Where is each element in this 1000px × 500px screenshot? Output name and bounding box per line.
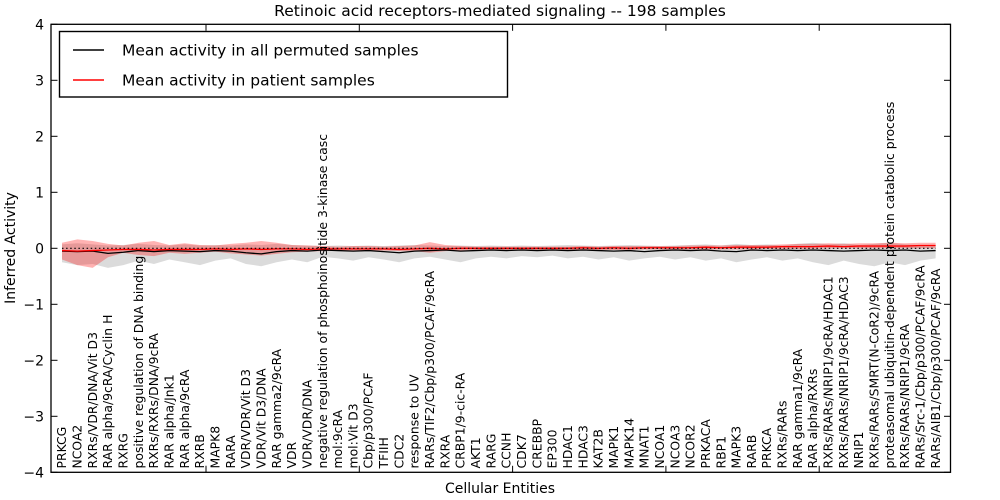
legend-label-permuted: Mean activity in all permuted samples — [122, 42, 419, 60]
x-tick-label: VDR — [284, 441, 299, 468]
x-tick-label: MAPK14 — [621, 418, 636, 469]
x-tick-label: VDR/VDR/DNA — [299, 379, 314, 468]
y-tick-label: 0 — [35, 241, 44, 257]
x-tick-label: RXRG — [116, 433, 131, 468]
x-tick-label: CRBP1/9-cic-RA — [453, 372, 468, 468]
series-line-permuted — [61, 249, 936, 255]
y-tick-labels: −4 −3 −2 −1 0 1 2 3 4 — [23, 17, 44, 481]
x-tick-label: MAPK1 — [606, 426, 621, 469]
chart-title: Retinoic acid receptors-mediated signali… — [274, 2, 726, 20]
x-tick-label: PRKACA — [698, 419, 713, 469]
y-tick-label: 4 — [35, 17, 44, 33]
axis-ticks — [51, 23, 951, 473]
y-tick-label: 1 — [35, 185, 44, 201]
x-tick-labels: PRKCG NCOA2 RXRs/VDR/DNA/Vit D3 RAR alpha/9… — [54, 102, 943, 470]
y-tick-label: −2 — [23, 353, 44, 369]
legend: Mean activity in all permuted samples Me… — [58, 30, 509, 98]
legend-label-patient: Mean activity in patient samples — [122, 72, 375, 90]
x-tick-label: RARs/AIB1/Cbp/p300/PCAF/9cRA — [928, 268, 943, 468]
x-tick-label: RXRs/RXRs/DNA/9cRA — [146, 333, 161, 469]
x-tick-label: response to UV — [407, 374, 422, 469]
x-tick-label: RAR gamma2/9cRA — [269, 348, 284, 468]
x-tick-label: RXRs/VDR/DNA/Vit D3 — [85, 332, 100, 468]
series-lines — [61, 244, 936, 255]
x-tick-label: NCOA1 — [652, 425, 667, 469]
x-tick-label: AKT1 — [468, 437, 483, 468]
x-tick-label: HDAC1 — [560, 425, 575, 468]
x-tick-label: RXRs/RARs — [775, 401, 790, 469]
x-tick-label: CREBBP — [529, 418, 544, 468]
x-tick-label: MAPK8 — [207, 426, 222, 469]
x-tick-label: RXRs/RARs/NRIP1/9cRA/HDAC1 — [821, 276, 836, 468]
x-tick-label: RAR alpha/9cRA/Cyclin H — [100, 315, 115, 469]
x-tick-label: RBP1 — [713, 436, 728, 468]
x-tick-label: MNAT1 — [637, 426, 652, 469]
x-tick-label: NCOA2 — [70, 425, 85, 469]
x-tick-label: RARs/Src-1/Cbp/p300/PCAF/9cRA — [913, 265, 928, 469]
x-tick-label: NCOR2 — [683, 424, 698, 468]
x-tick-label: RAR alpha/Jnk1 — [161, 374, 176, 468]
x-tick-label: KAT2B — [591, 429, 606, 468]
x-tick-label: RARG — [483, 434, 498, 469]
x-tick-label: PRKCA — [759, 427, 774, 468]
x-tick-label: negative regulation of phosphoinositide … — [315, 134, 330, 469]
x-tick-label: NRIP1 — [851, 432, 866, 469]
y-tick-label: −4 — [23, 465, 44, 481]
x-tick-label: RXRA — [437, 434, 452, 468]
band-patient — [62, 239, 936, 268]
x-tick-label: EP300 — [545, 429, 560, 468]
x-tick-label: CDC2 — [391, 434, 406, 469]
x-tick-label: PRKCG — [54, 427, 69, 469]
x-tick-label: RARs/TIF2/Cbp/p300/PCAF/9cRA — [422, 270, 437, 468]
x-tick-label: RXRB — [192, 434, 207, 468]
x-tick-label: VDR/Vit D3/DNA — [253, 368, 268, 469]
x-tick-label: RXRs/RARs/NRIP1/9cRA — [897, 323, 912, 468]
x-tick-label: mol:9cRA — [330, 409, 345, 468]
x-tick-label: CCNH — [499, 433, 514, 469]
y-tick-label: 2 — [35, 129, 44, 145]
x-tick-label: mol:Vit D3 — [345, 403, 360, 468]
legend-box — [58, 30, 509, 98]
x-tick-label: NCOA3 — [667, 425, 682, 469]
series-line-patient — [61, 244, 936, 252]
x-axis-label: Cellular Entities — [445, 481, 555, 497]
x-tick-label: RXRs/RARs/NRIP1/9cRA/HDAC3 — [836, 276, 851, 468]
x-tick-label: positive regulation of DNA binding — [131, 256, 146, 469]
x-tick-label: RAR gamma1/9cRA — [790, 348, 805, 468]
x-tick-label: CDK7 — [514, 434, 529, 468]
x-tick-label: RAR alpha/RXRs — [805, 369, 820, 469]
x-tick-label: RARA — [223, 435, 238, 469]
y-tick-label: 3 — [35, 73, 44, 89]
x-tick-label: Cbp/p300/PCAF — [361, 373, 376, 469]
y-tick-label: −1 — [23, 297, 44, 313]
y-tick-label: −3 — [23, 409, 44, 425]
y-axis-label: Inferred Activity — [3, 192, 19, 304]
x-tick-label: MAPK3 — [729, 426, 744, 469]
x-tick-label: RARB — [744, 435, 759, 469]
confidence-bands — [62, 239, 936, 268]
x-tick-label: HDAC3 — [575, 425, 590, 468]
x-tick-label: VDR/VDR/Vit D3 — [238, 369, 253, 468]
x-tick-label: RAR alpha/9cRA — [177, 369, 192, 468]
x-tick-label: TFIIH — [376, 437, 391, 469]
x-tick-label: RXRs/RARs/SMRT(N-CoR2)/9cRA — [867, 270, 882, 468]
x-tick-label: proteasomal ubiquitin-dependent protein … — [882, 102, 897, 469]
